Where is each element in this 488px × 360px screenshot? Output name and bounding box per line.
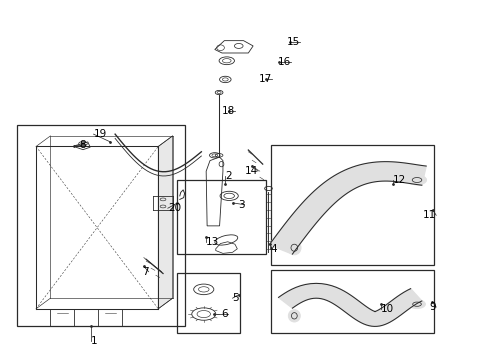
Ellipse shape	[81, 143, 85, 145]
Text: 3: 3	[237, 200, 244, 210]
Text: 13: 13	[206, 237, 219, 247]
Polygon shape	[269, 162, 426, 254]
Text: 20: 20	[167, 203, 181, 213]
Text: 12: 12	[392, 175, 406, 185]
Text: 4: 4	[270, 244, 276, 254]
Ellipse shape	[288, 310, 300, 322]
Text: 8: 8	[80, 140, 86, 150]
Text: 10: 10	[380, 304, 393, 314]
Text: 19: 19	[93, 129, 106, 139]
Polygon shape	[278, 283, 421, 327]
Text: 11: 11	[422, 210, 435, 220]
Text: 14: 14	[244, 166, 257, 176]
Text: 15: 15	[286, 37, 299, 48]
Polygon shape	[158, 136, 172, 309]
Text: 2: 2	[225, 171, 231, 181]
Text: 7: 7	[142, 267, 148, 277]
Ellipse shape	[407, 175, 426, 185]
Text: 6: 6	[221, 309, 227, 319]
Text: 18: 18	[221, 106, 234, 116]
Text: 16: 16	[278, 57, 291, 67]
Text: 17: 17	[259, 75, 272, 85]
Ellipse shape	[408, 300, 425, 309]
Ellipse shape	[287, 241, 301, 255]
Text: 1: 1	[91, 336, 98, 346]
Text: 9: 9	[428, 302, 435, 312]
Text: 5: 5	[232, 293, 239, 303]
